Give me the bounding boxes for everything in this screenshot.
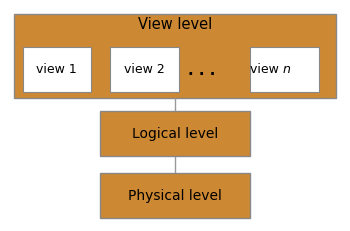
FancyBboxPatch shape (250, 47, 318, 92)
FancyBboxPatch shape (100, 111, 250, 156)
Text: Physical level: Physical level (128, 189, 222, 203)
Text: n: n (283, 63, 290, 76)
FancyBboxPatch shape (100, 173, 250, 218)
Text: view 2: view 2 (124, 63, 165, 76)
FancyBboxPatch shape (14, 14, 336, 98)
FancyBboxPatch shape (110, 47, 178, 92)
Text: view: view (250, 63, 283, 76)
Text: View level: View level (138, 17, 212, 32)
Text: Logical level: Logical level (132, 127, 218, 140)
Text: . . .: . . . (188, 63, 215, 78)
FancyBboxPatch shape (23, 47, 91, 92)
Text: view 1: view 1 (36, 63, 77, 76)
